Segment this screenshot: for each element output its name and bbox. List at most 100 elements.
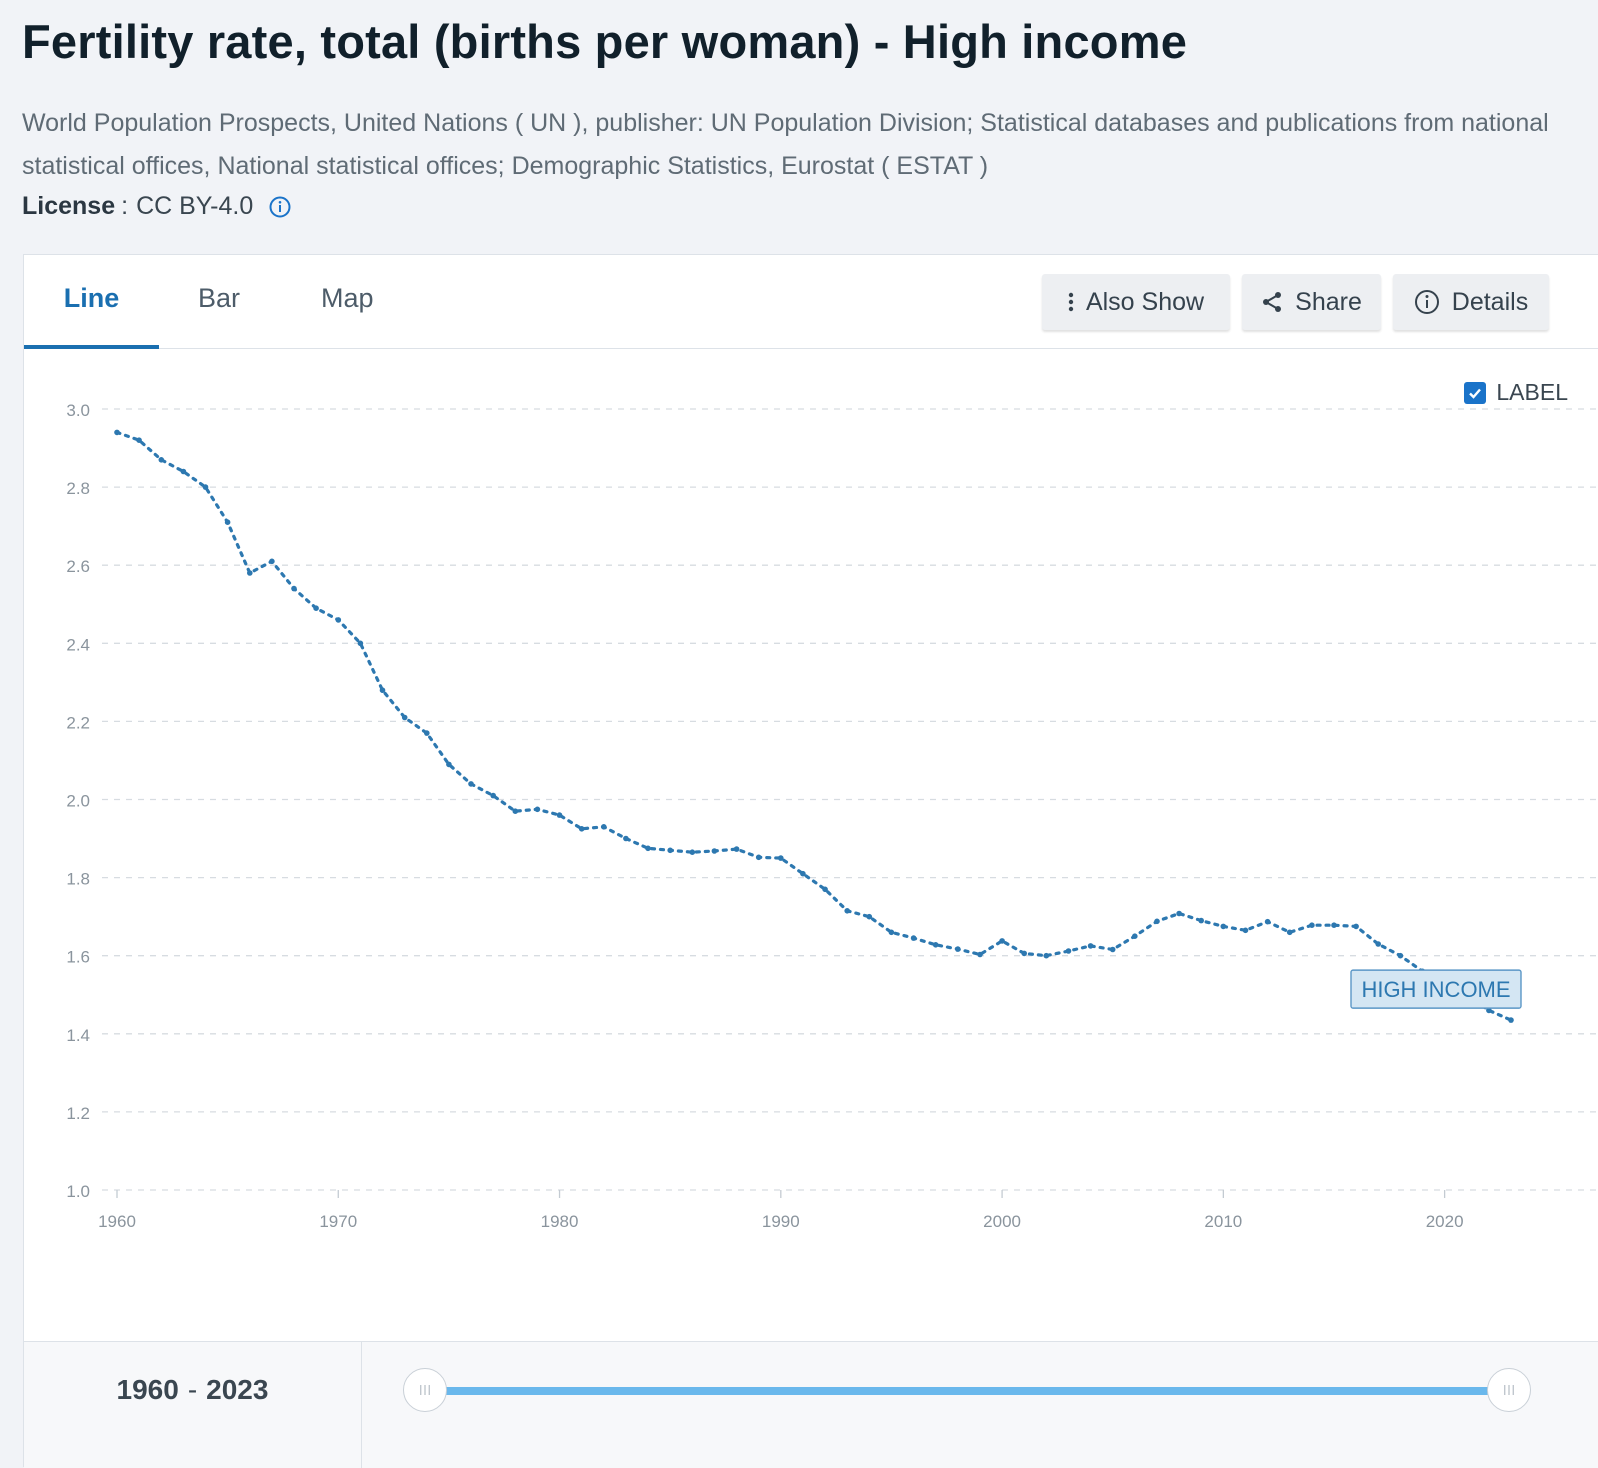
data-point <box>1021 950 1027 957</box>
data-point <box>623 835 629 842</box>
range-start: 1960 <box>116 1374 179 1405</box>
data-point <box>778 855 784 861</box>
data-point <box>158 457 165 463</box>
tab-bar: Line Bar Map Also Show Share Details <box>24 255 1598 349</box>
data-point <box>269 558 275 565</box>
also-show-label: Also Show <box>1085 287 1205 316</box>
info-icon[interactable] <box>269 196 291 218</box>
data-point <box>424 730 430 736</box>
range-text: 1960 - 2023 <box>24 1342 362 1468</box>
data-point <box>335 617 342 623</box>
license-separator: : <box>121 192 129 220</box>
tab-line[interactable]: Line <box>24 255 159 349</box>
data-point <box>932 942 939 948</box>
data-point <box>556 812 563 818</box>
y-tick-label: 1.8 <box>66 870 90 889</box>
data-point <box>1242 927 1249 934</box>
data-point <box>888 929 895 936</box>
x-tick-label: 1990 <box>762 1212 800 1231</box>
label-checkbox[interactable] <box>1464 381 1487 404</box>
series-line-high-income <box>115 430 1513 1022</box>
x-tick-label: 2010 <box>1204 1212 1242 1231</box>
info-circle-icon <box>1414 290 1439 314</box>
data-point <box>1486 1007 1492 1014</box>
data-point <box>490 792 497 799</box>
data-point <box>689 849 696 855</box>
range-start-handle[interactable] <box>403 1368 447 1412</box>
data-point <box>1264 918 1271 925</box>
data-point <box>645 845 651 852</box>
data-point <box>534 806 541 813</box>
y-tick-label: 2.0 <box>66 792 90 811</box>
y-tick-label: 1.4 <box>66 1026 90 1045</box>
label-toggle[interactable]: LABEL <box>1464 379 1568 406</box>
data-point <box>1154 918 1160 925</box>
data-point <box>224 519 231 525</box>
data-point <box>800 870 806 877</box>
share-button[interactable]: Share <box>1242 274 1381 330</box>
data-point <box>1065 948 1072 954</box>
license-label: License <box>22 192 116 220</box>
data-point <box>601 824 607 830</box>
x-tick-label: 1980 <box>541 1212 579 1231</box>
data-point <box>1397 952 1404 959</box>
more-vertical-icon <box>1068 292 1074 312</box>
range-slider-track[interactable] <box>427 1387 1507 1395</box>
data-point <box>379 687 386 693</box>
x-tick-label: 2000 <box>983 1212 1021 1231</box>
y-tick-label: 2.6 <box>66 557 90 576</box>
label-toggle-text: LABEL <box>1496 379 1568 405</box>
y-tick-label: 2.8 <box>66 479 90 498</box>
details-button[interactable]: Details <box>1393 274 1549 330</box>
data-point <box>711 848 718 854</box>
page-title: Fertility rate, total (births per woman)… <box>22 15 1188 68</box>
share-label: Share <box>1295 287 1362 316</box>
data-point <box>1132 933 1138 939</box>
details-label: Details <box>1451 287 1529 316</box>
data-point <box>1087 943 1094 949</box>
y-tick-label: 2.4 <box>66 635 90 654</box>
data-point <box>822 886 828 893</box>
series-label: HIGH INCOME <box>1361 977 1510 1002</box>
data-point <box>977 951 983 958</box>
data-point <box>910 935 917 941</box>
data-point <box>247 570 253 576</box>
data-point <box>1375 941 1381 947</box>
license-row: License : CC BY-4.0 <box>22 192 291 221</box>
data-point <box>844 908 850 914</box>
range-end-handle[interactable] <box>1487 1368 1531 1412</box>
data-point <box>180 468 187 475</box>
data-point <box>136 437 142 443</box>
data-point <box>1109 946 1116 953</box>
data-point <box>667 847 673 854</box>
share-icon <box>1263 292 1282 312</box>
tab-bar-chart[interactable]: Bar <box>198 283 241 313</box>
data-point <box>1309 922 1315 928</box>
y-tick-label: 2.2 <box>66 713 90 732</box>
tab-map[interactable]: Map <box>321 283 374 313</box>
data-point <box>313 605 319 611</box>
data-point <box>866 913 873 920</box>
y-tick-label: 3.0 <box>66 401 90 420</box>
data-point <box>1353 923 1359 930</box>
series-label-box <box>1350 969 1522 1009</box>
data-point <box>755 854 762 861</box>
data-point <box>468 781 474 787</box>
range-selector: 1960 - 2023 <box>24 1341 1598 1468</box>
data-point <box>578 826 585 832</box>
data-point <box>1508 1017 1514 1023</box>
data-point <box>999 938 1005 944</box>
data-point <box>1198 917 1204 924</box>
data-point <box>512 808 519 814</box>
source-text: World Population Prospects, United Natio… <box>22 109 1549 180</box>
y-tick-label: 1.2 <box>66 1104 90 1123</box>
data-point <box>955 946 961 952</box>
data-point <box>1331 922 1337 928</box>
license-value: CC BY-4.0 <box>136 192 254 220</box>
data-point <box>1176 910 1182 917</box>
range-separator: - <box>187 1374 198 1405</box>
data-point <box>114 429 120 436</box>
data-point <box>401 714 408 721</box>
also-show-button[interactable]: Also Show <box>1042 274 1230 330</box>
data-point <box>1286 929 1293 936</box>
